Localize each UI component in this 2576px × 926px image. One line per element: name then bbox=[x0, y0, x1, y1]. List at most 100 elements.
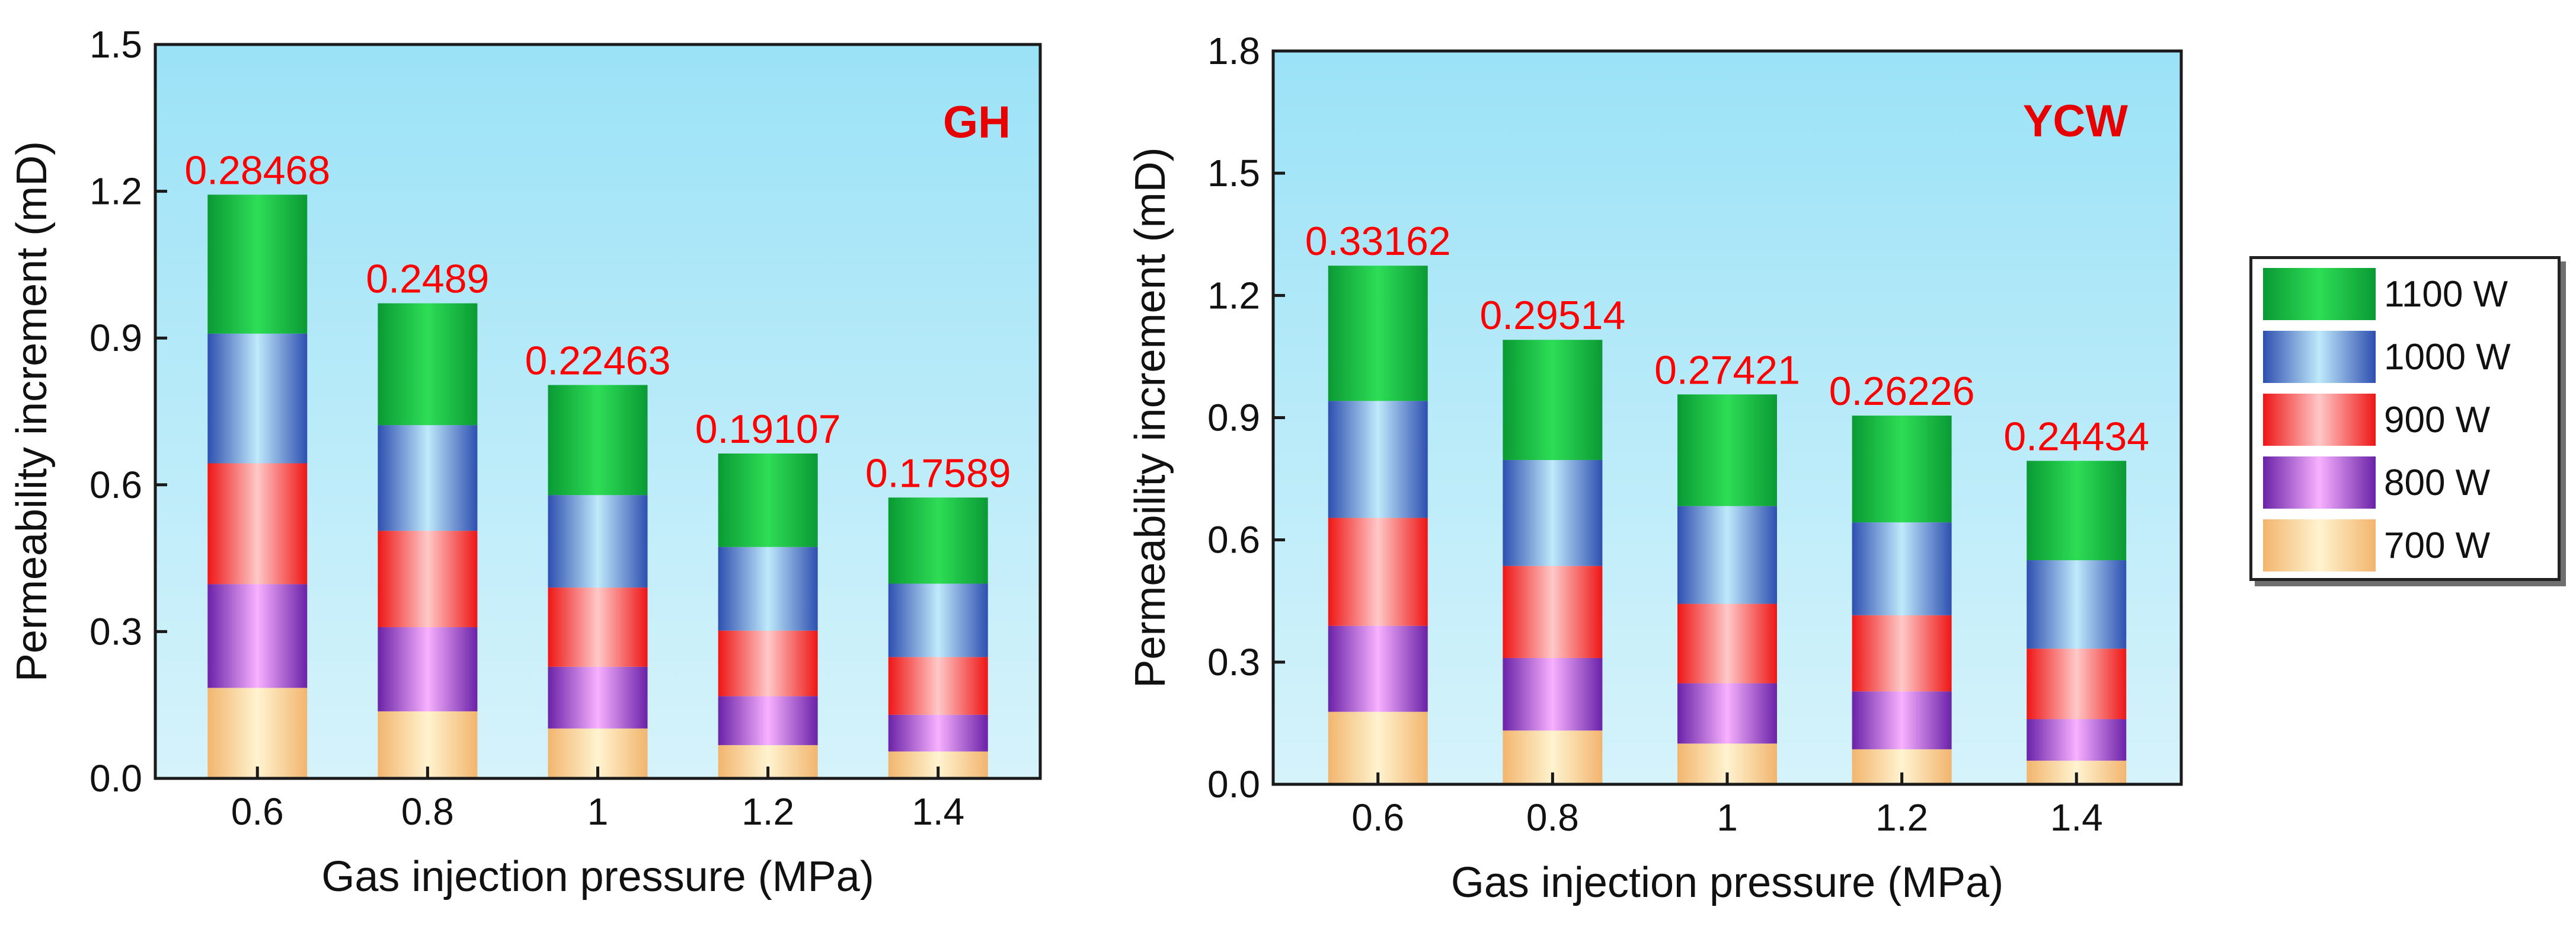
x-tick-label: 1.2 bbox=[1875, 796, 1928, 839]
y-tick-label: 0.3 bbox=[1207, 641, 1260, 684]
bar-segment-800w-1 bbox=[548, 666, 648, 729]
bar-segment-1000w-1 bbox=[1677, 506, 1777, 604]
legend-swatch-700w bbox=[2263, 519, 2376, 571]
x-tick-label: 0.8 bbox=[401, 790, 454, 833]
legend-label-900w: 900 W bbox=[2384, 400, 2491, 440]
bar-total-label: 0.33162 bbox=[1305, 219, 1451, 264]
x-tick-label: 0.6 bbox=[1351, 796, 1404, 839]
y-tick-label: 1.5 bbox=[90, 23, 142, 66]
chart-ycw: 0.33162 0.29514 0.27421 0.26226 0.24434 0.0 0.… bbox=[1127, 30, 2183, 906]
bar-segment-800w-1 bbox=[1677, 683, 1777, 744]
bar-segment-900w-14 bbox=[2027, 649, 2127, 720]
x-tick-label: 0.6 bbox=[231, 790, 284, 833]
y-tick-label: 1.8 bbox=[1207, 30, 1260, 72]
bar-segment-1100w-08 bbox=[1503, 340, 1603, 460]
bar-segment-700w-06 bbox=[1328, 711, 1428, 784]
bar-segment-1100w-1 bbox=[548, 385, 648, 496]
y-tick-label: 0.0 bbox=[90, 757, 142, 800]
bar-segment-900w-08 bbox=[378, 531, 478, 627]
bar-segment-1000w-08 bbox=[378, 425, 478, 531]
x-tick-label: 1.4 bbox=[2050, 796, 2103, 839]
legend-item-1100w: 1100 W bbox=[2263, 268, 2553, 320]
bar-segment-1000w-1 bbox=[548, 495, 648, 588]
bar-segment-1000w-12 bbox=[718, 547, 818, 631]
x-tick-label: 1.2 bbox=[742, 790, 794, 833]
bar-segment-700w-06 bbox=[207, 688, 308, 778]
bar-segment-900w-12 bbox=[1852, 615, 1952, 692]
y-tick-label: 1.2 bbox=[90, 170, 142, 213]
bar-segment-1000w-06 bbox=[207, 333, 308, 464]
bar-total-label: 0.2489 bbox=[366, 257, 489, 302]
bar-total-label: 0.19107 bbox=[695, 407, 841, 452]
y-tick-label: 1.5 bbox=[1207, 152, 1260, 194]
bar-segment-1100w-14 bbox=[2027, 461, 2127, 561]
x-tick-label: 1 bbox=[587, 790, 609, 833]
bar-total-label: 0.22463 bbox=[525, 338, 671, 383]
legend-item-1000w: 1000 W bbox=[2263, 331, 2553, 383]
bar-segment-1100w-1 bbox=[1677, 394, 1777, 506]
bar-segment-900w-06 bbox=[1328, 518, 1428, 626]
bar-segment-800w-12 bbox=[718, 696, 818, 745]
bar-segment-900w-1 bbox=[548, 587, 648, 667]
chart-gh: 0.28468 0.2489 0.22463 0.19107 0.17589 0.0 0.3… bbox=[8, 23, 1042, 901]
bar-segment-800w-14 bbox=[2027, 719, 2127, 761]
legend-swatch-800w bbox=[2263, 456, 2376, 509]
legend-item-800w: 800 W bbox=[2263, 456, 2553, 509]
bar-segment-800w-14 bbox=[888, 714, 988, 752]
legend-swatch-1100w bbox=[2263, 268, 2376, 320]
legend-swatch-1000w bbox=[2263, 331, 2376, 383]
bar-total-label: 0.17589 bbox=[865, 451, 1011, 496]
bar-segment-1000w-08 bbox=[1503, 459, 1603, 566]
bar-total-label: 0.26226 bbox=[1829, 369, 1975, 414]
y-axis-title: Permeability increment (mD) bbox=[1127, 147, 1174, 688]
legend-label-1100w: 1100 W bbox=[2384, 274, 2508, 315]
bar-segment-800w-08 bbox=[378, 627, 478, 711]
x-tick-label: 1 bbox=[1717, 796, 1738, 839]
bar-segment-1100w-12 bbox=[1852, 416, 1952, 523]
legend-label-700w: 700 W bbox=[2384, 525, 2491, 566]
bar-total-label: 0.29514 bbox=[1479, 293, 1625, 338]
bar-segment-800w-06 bbox=[207, 584, 308, 688]
bar-segment-1000w-14 bbox=[2027, 560, 2127, 649]
panel-label: YCW bbox=[2023, 96, 2128, 146]
legend-item-700w: 700 W bbox=[2263, 519, 2553, 571]
legend: 1100 W 1000 W 900 W 800 W 700 W bbox=[2249, 256, 2561, 581]
bar-segment-900w-12 bbox=[718, 630, 818, 697]
y-tick-label: 0.9 bbox=[90, 317, 142, 359]
y-tick-label: 0.0 bbox=[1207, 763, 1260, 806]
y-tick-label: 0.6 bbox=[1207, 519, 1260, 561]
bar-segment-900w-14 bbox=[888, 657, 988, 715]
bar-segment-900w-06 bbox=[207, 463, 308, 585]
legend-swatch-900w bbox=[2263, 394, 2376, 446]
bar-segment-800w-08 bbox=[1503, 657, 1603, 731]
y-tick-label: 0.3 bbox=[90, 610, 142, 653]
bar-segment-800w-12 bbox=[1852, 691, 1952, 749]
bar-segment-900w-1 bbox=[1677, 604, 1777, 684]
x-axis-title: Gas injection pressure (MPa) bbox=[321, 853, 874, 901]
y-tick-label: 0.6 bbox=[90, 464, 142, 506]
x-tick-label: 0.8 bbox=[1526, 796, 1579, 839]
bar-total-label: 0.28468 bbox=[184, 148, 330, 193]
legend-label-800w: 800 W bbox=[2384, 462, 2491, 503]
bar-segment-1000w-12 bbox=[1852, 522, 1952, 615]
bar-total-label: 0.24434 bbox=[2003, 414, 2149, 459]
y-tick-label: 1.2 bbox=[1207, 274, 1260, 317]
x-tick-label: 1.4 bbox=[912, 790, 964, 833]
y-axis-title: Permeability increment (mD) bbox=[8, 141, 56, 682]
bar-segment-1100w-12 bbox=[718, 453, 818, 547]
bar-segment-1100w-06 bbox=[207, 194, 308, 334]
bar-segment-1000w-14 bbox=[888, 583, 988, 657]
bar-segment-900w-08 bbox=[1503, 566, 1603, 658]
y-tick-label: 0.9 bbox=[1207, 397, 1260, 439]
panel-label: GH bbox=[943, 97, 1011, 148]
bar-segment-1100w-08 bbox=[378, 303, 478, 426]
legend-label-1000w: 1000 W bbox=[2384, 337, 2511, 378]
bar-segment-1000w-06 bbox=[1328, 401, 1428, 518]
bar-segment-800w-06 bbox=[1328, 625, 1428, 712]
legend-item-900w: 900 W bbox=[2263, 394, 2553, 446]
bar-total-label: 0.27421 bbox=[1654, 347, 1800, 392]
x-axis-title: Gas injection pressure (MPa) bbox=[1451, 859, 2003, 906]
bar-segment-1100w-14 bbox=[888, 497, 988, 584]
bar-segment-1100w-06 bbox=[1328, 266, 1428, 401]
